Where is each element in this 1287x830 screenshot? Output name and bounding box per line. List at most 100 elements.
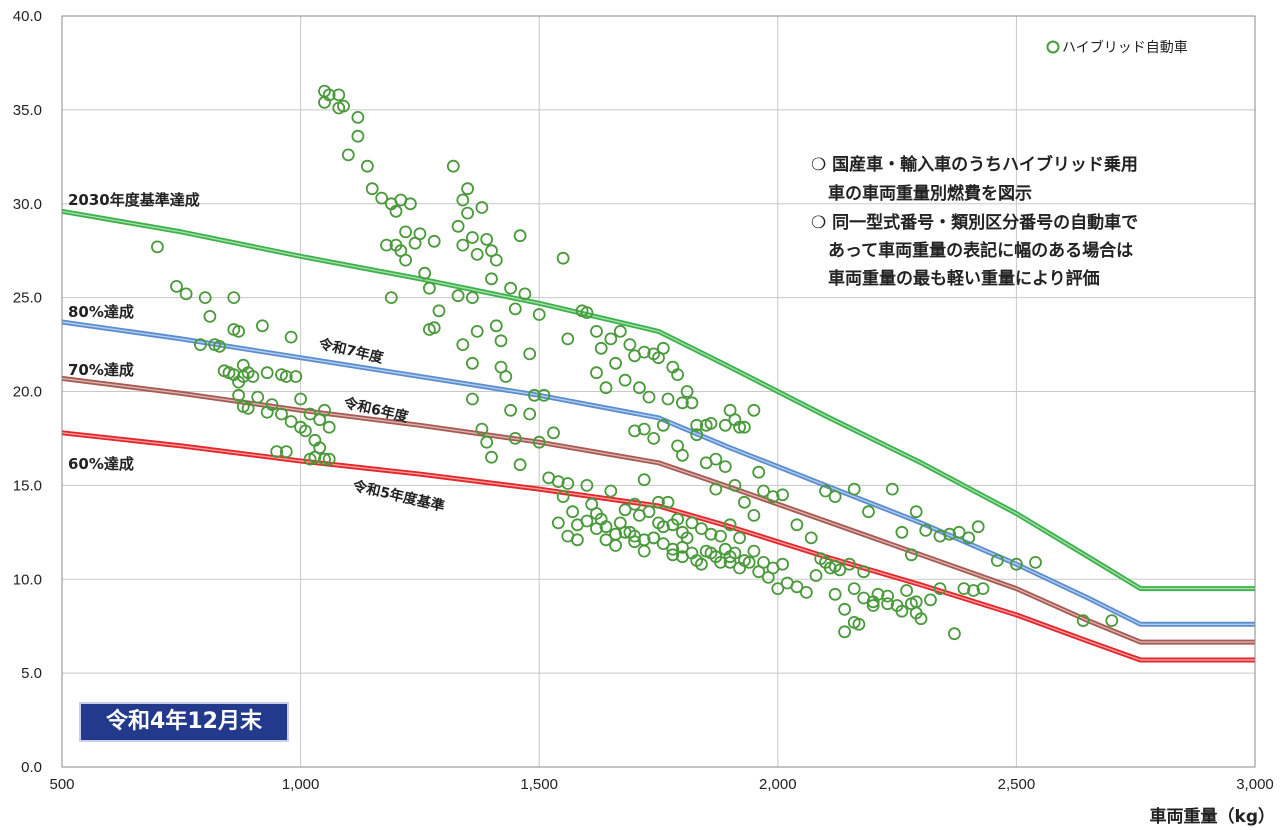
x-tick-label: 2,500 [998, 776, 1036, 793]
data-point [819, 484, 832, 498]
data-point [747, 544, 761, 558]
data-point [203, 309, 217, 323]
data-point [556, 490, 570, 504]
data-point [561, 477, 575, 490]
y-tick-label: 0.0 [21, 759, 42, 776]
data-point [384, 291, 398, 305]
data-point [461, 206, 475, 220]
data-point [523, 347, 537, 361]
note-line-2: 車の車両重量別燃費を図示 [811, 183, 1032, 204]
data-point [489, 253, 503, 267]
data-point [170, 279, 183, 293]
data-point [809, 569, 823, 582]
data-point [704, 527, 718, 541]
data-point [337, 99, 350, 113]
data-point [465, 291, 479, 305]
data-point [528, 388, 541, 402]
data-point [948, 627, 961, 641]
x-tick-label: 2,000 [759, 776, 797, 793]
data-point [718, 460, 732, 474]
data-point [881, 589, 894, 603]
data-point [633, 381, 646, 395]
data-point [637, 544, 651, 558]
data-point [847, 482, 861, 496]
data-point [427, 234, 441, 248]
data-point [885, 482, 899, 496]
curve-label-70: 70%達成 [68, 361, 134, 379]
data-point [862, 505, 875, 519]
data-point [838, 602, 851, 616]
data-point [318, 452, 331, 466]
data-point [666, 548, 680, 562]
data-point [699, 456, 713, 470]
data-point [962, 531, 976, 545]
plot-area-border [61, 15, 1256, 768]
data-point [399, 225, 413, 239]
data-point [766, 490, 780, 504]
legend: ハイブリッド自動車 [1046, 39, 1188, 56]
data-point [613, 324, 627, 338]
data-point [695, 557, 708, 571]
data-point [446, 159, 460, 173]
data-point [375, 191, 389, 205]
data-point [723, 518, 737, 532]
y-tick-label: 15.0 [13, 477, 42, 494]
data-point [198, 291, 212, 305]
note-line-3: ❍ 同一型式番号・類別区分番号の自動車で [811, 212, 1138, 233]
x-tick-label: 1,500 [520, 776, 558, 793]
data-point [508, 431, 522, 445]
data-point [480, 232, 494, 246]
target-curve-highlight-3 [61, 432, 1255, 661]
data-point [666, 542, 680, 556]
data-point [685, 516, 699, 530]
notes-box: ❍ 国産車・輸入車のうちハイブリッド乗用 車の車両重量別燃費を図示 ❍ 同一型式… [811, 154, 1138, 289]
data-point [413, 227, 427, 241]
data-point [742, 556, 756, 569]
data-point [671, 368, 684, 382]
data-point [351, 129, 365, 143]
data-point [566, 505, 579, 519]
data-point [723, 550, 737, 564]
data-point [365, 182, 379, 196]
data-point [718, 418, 732, 432]
data-point [776, 488, 789, 502]
data-point [513, 458, 527, 472]
data-point [480, 435, 494, 449]
data-point [322, 420, 336, 434]
curve-label-60: 60%達成 [68, 455, 134, 473]
data-point [924, 593, 937, 607]
data-point [704, 546, 718, 560]
data-point [990, 554, 1004, 567]
data-point [676, 448, 689, 462]
data-point [451, 289, 465, 303]
data-point [508, 302, 522, 316]
data-point [1105, 614, 1119, 627]
data-point [465, 392, 479, 406]
data-point [475, 422, 489, 436]
data-point [656, 537, 670, 550]
data-point [618, 373, 632, 387]
data-point [241, 401, 255, 415]
data-point [828, 490, 842, 504]
data-point [733, 561, 746, 575]
data-point [857, 565, 871, 579]
data-point [609, 539, 622, 552]
curve-label-80: 80%達成 [68, 303, 134, 321]
data-point [284, 415, 298, 428]
data-point [628, 424, 641, 438]
data-point [656, 418, 670, 432]
data-point [179, 287, 193, 301]
data-point [284, 330, 298, 344]
data-point [847, 582, 861, 595]
data-point [580, 478, 594, 492]
data-point [728, 478, 742, 492]
data-point [604, 332, 618, 346]
data-point [485, 450, 498, 464]
data-point [647, 531, 661, 545]
data-point [594, 341, 608, 355]
data-point [279, 445, 293, 459]
data-point [647, 431, 661, 445]
data-point [489, 319, 503, 333]
data-point [747, 403, 761, 417]
data-point [1029, 556, 1042, 569]
